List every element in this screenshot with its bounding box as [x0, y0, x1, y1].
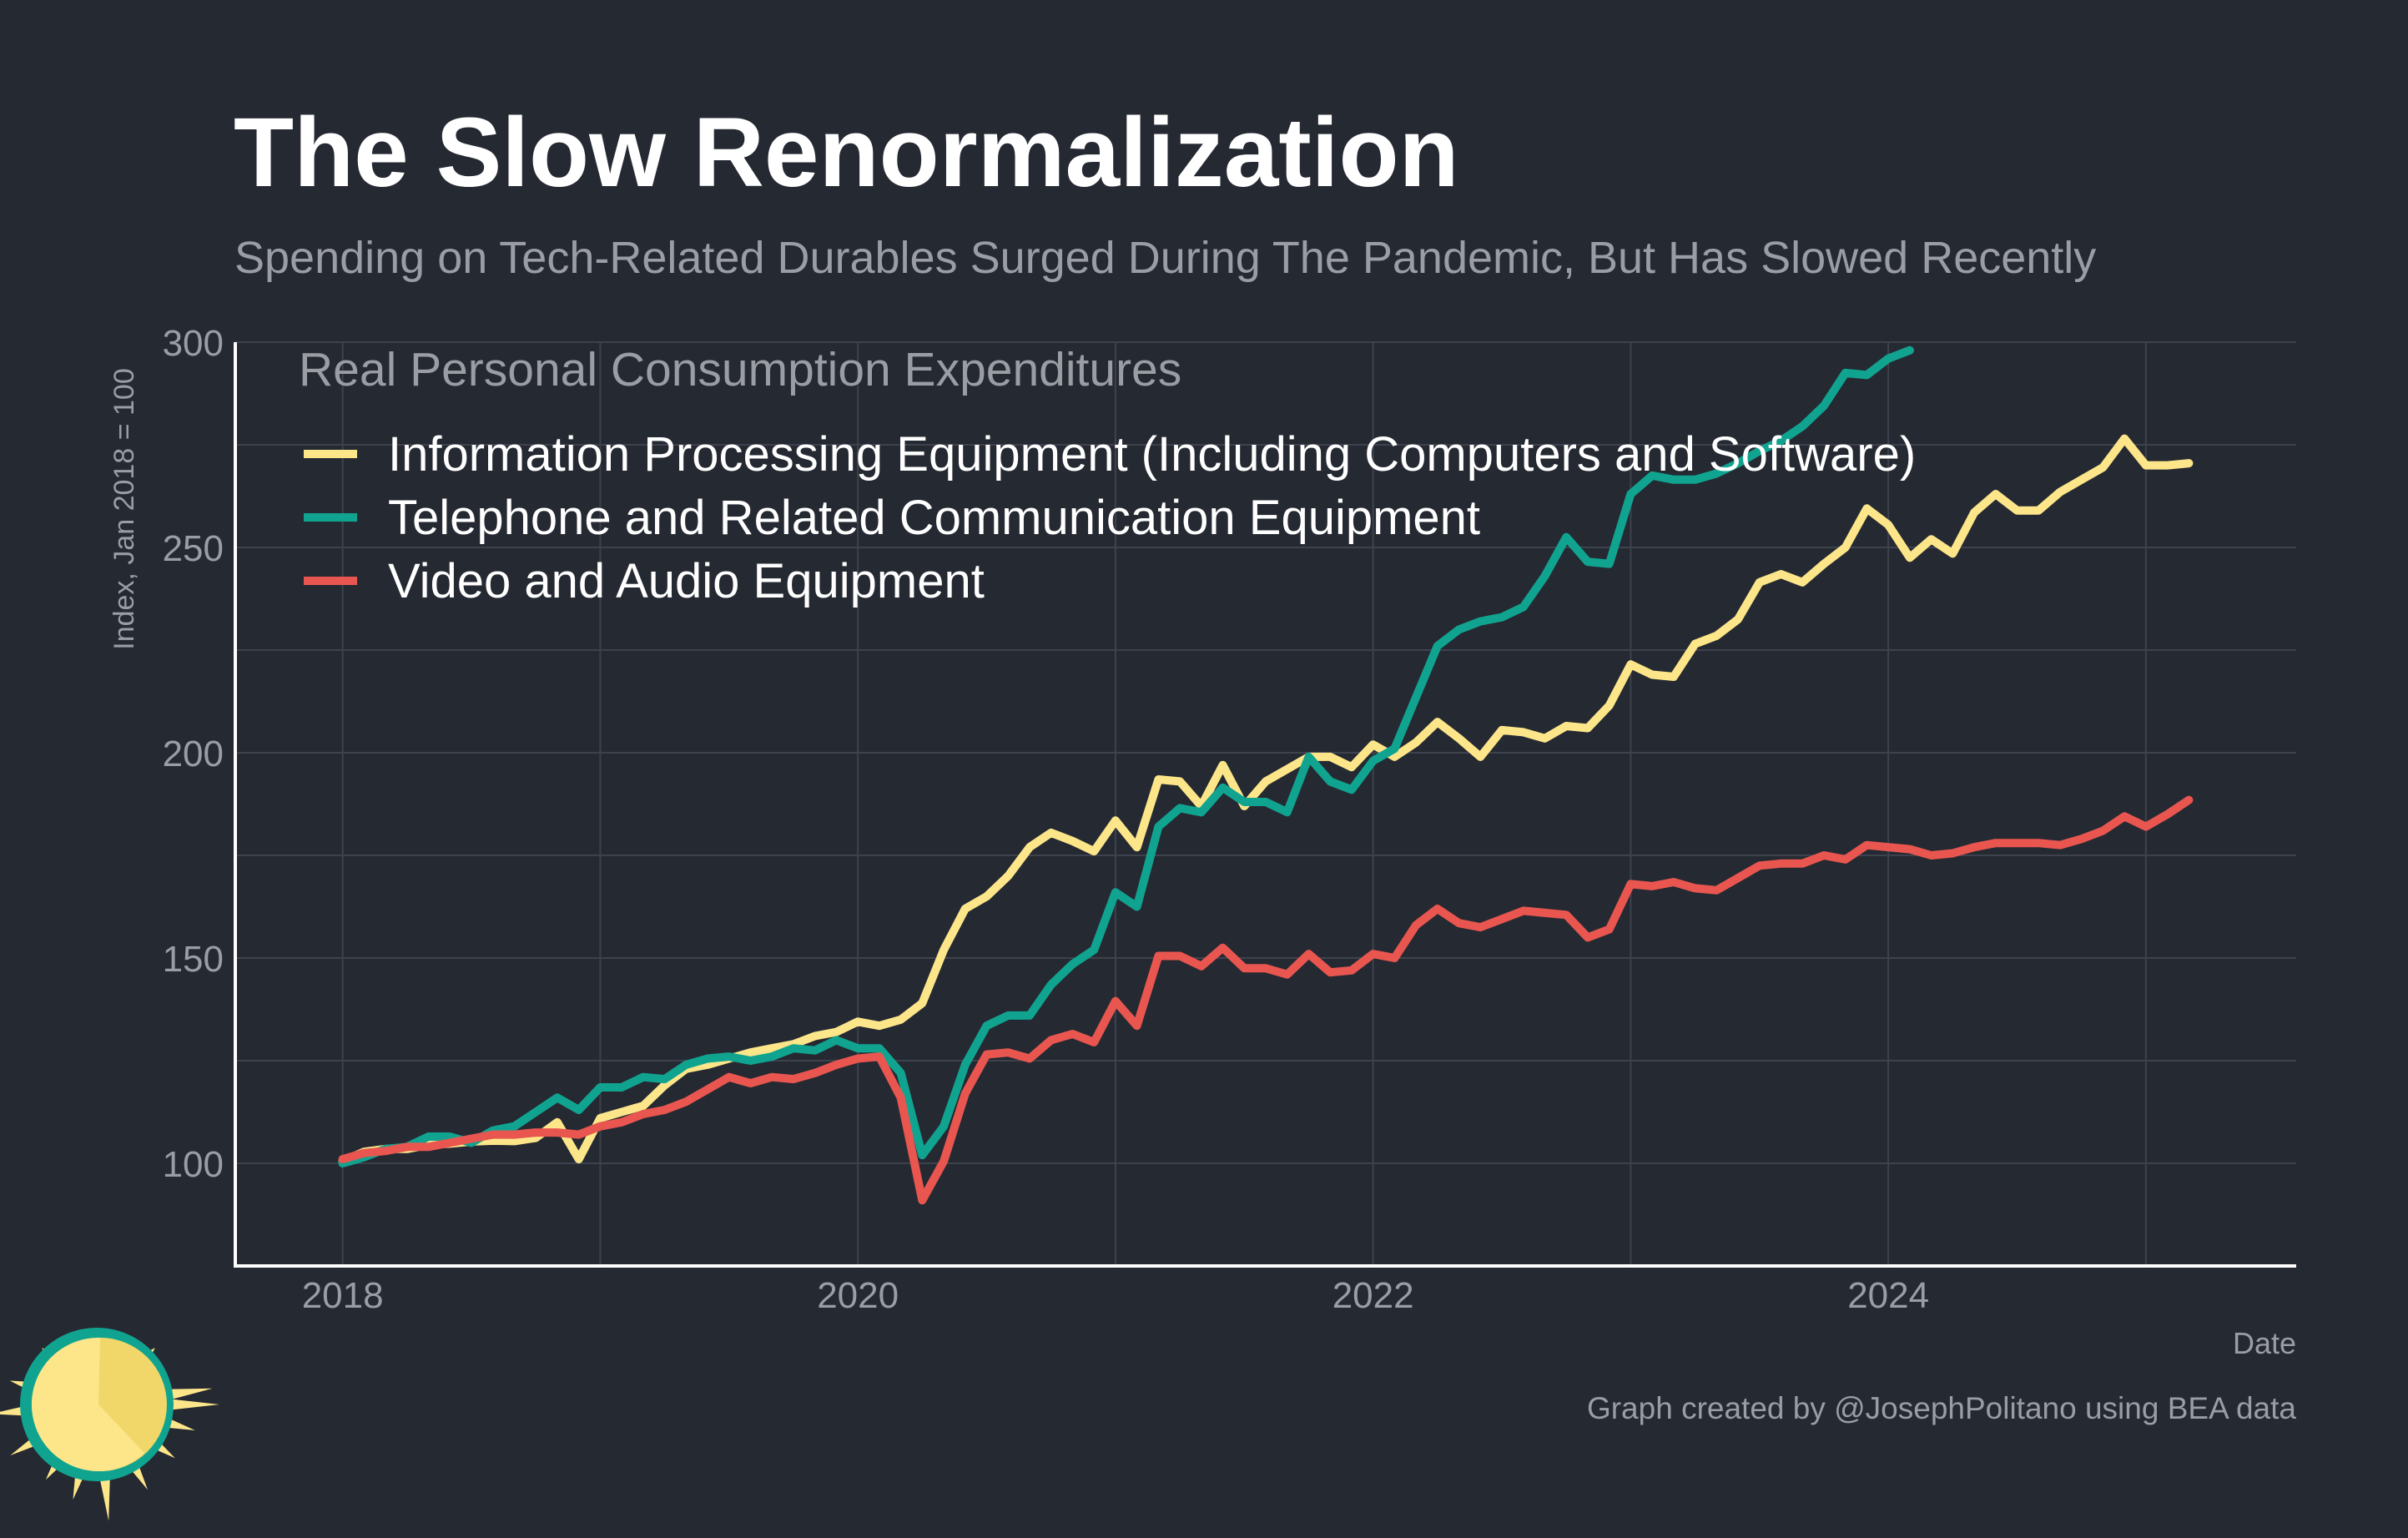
sun-logo-icon — [0, 1328, 219, 1521]
x-tick-label: 2018 — [302, 1275, 384, 1316]
grid — [235, 341, 2296, 1266]
y-tick-label: 150 — [163, 939, 224, 980]
sun-highlight — [31, 1337, 144, 1471]
legend-label: Information Processing Equipment (Includ… — [388, 427, 1916, 482]
legend-label: Video and Audio Equipment — [388, 554, 985, 608]
legend: Real Personal Consumption Expenditures I… — [299, 343, 1916, 608]
y-tick-label: 100 — [163, 1144, 224, 1185]
y-tick-label: 200 — [163, 734, 224, 774]
caption: Graph created by @JosephPolitano using B… — [1587, 1391, 2296, 1425]
x-tick-label: 2024 — [1847, 1275, 1929, 1316]
x-axis-title: Date — [2233, 1326, 2296, 1360]
x-tick-label: 2022 — [1332, 1275, 1414, 1316]
chart-subtitle: Spending on Tech-Related Durables Surged… — [234, 233, 2096, 283]
y-tick-label: 250 — [163, 528, 224, 569]
chart-title: The Slow Renormalization — [234, 98, 1459, 208]
series-line-3 — [338, 795, 2194, 1205]
x-tick-label: 2020 — [817, 1275, 899, 1316]
axes: 100 150 200 250 300 2018 2020 2022 2024 — [163, 323, 2296, 1316]
legend-title: Real Personal Consumption Expenditures — [299, 343, 1181, 396]
series-line-2 — [338, 345, 1914, 1167]
plot-area — [338, 345, 2194, 1205]
legend-label: Telephone and Related Communication Equi… — [388, 491, 1480, 545]
y-tick-label: 300 — [163, 323, 224, 364]
y-axis-title: Index, Jan 2018 = 100 — [108, 368, 140, 649]
series-line-1 — [338, 434, 2194, 1166]
